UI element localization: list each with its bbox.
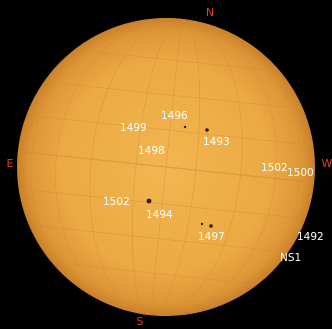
region-label: 1496 [161, 110, 188, 122]
compass-south: S [137, 315, 144, 328]
compass-west: W [322, 157, 332, 170]
region-label: 1498 [138, 145, 165, 157]
region-label: NS1 [280, 252, 301, 264]
region-label: 1500 [287, 167, 314, 179]
region-label: 1502 [261, 162, 288, 174]
compass-north: N [206, 6, 214, 19]
region-label: 1494 [146, 209, 173, 221]
region-label: 1493 [203, 136, 230, 148]
region-label: 1502 [103, 196, 130, 208]
region-label: 1499 [120, 122, 147, 134]
region-label: 1492 [297, 231, 324, 243]
compass-east: E [7, 157, 14, 170]
sun-image: N S E W 1496 1499 1493 1498 1502 1500 15… [0, 0, 332, 329]
region-label: 1497 [198, 231, 225, 243]
